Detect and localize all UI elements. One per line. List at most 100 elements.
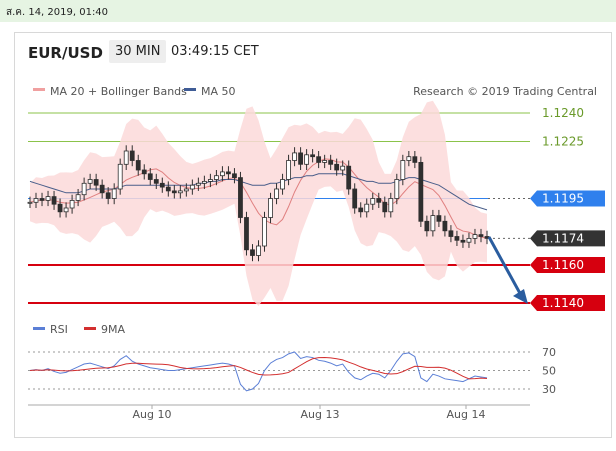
candle-body xyxy=(304,154,310,165)
bollinger-bands xyxy=(29,100,488,307)
candle-body xyxy=(87,179,93,184)
candle-body xyxy=(51,196,57,205)
candle-body xyxy=(268,198,273,218)
candle-body xyxy=(250,249,255,256)
candle-body xyxy=(310,154,316,158)
candle-body xyxy=(358,207,364,213)
level-label-1.1195: 1.1195 xyxy=(542,192,584,206)
forecast-arrow-line xyxy=(487,236,524,298)
candle-body xyxy=(135,160,141,171)
candle-body xyxy=(400,160,406,180)
candle-body xyxy=(274,188,279,199)
candle-body xyxy=(238,177,243,218)
candles xyxy=(27,145,490,262)
candle-body xyxy=(232,173,237,179)
rsi-tick-50: 50 xyxy=(542,365,556,378)
candle-body xyxy=(195,182,201,186)
rsi-tick-30: 30 xyxy=(542,383,556,396)
rsi-legend-label: RSI xyxy=(50,323,68,336)
level-label-1.1174: 1.1174 xyxy=(542,231,584,245)
candle-body xyxy=(478,234,484,237)
level-tag-1.1140 xyxy=(530,295,605,311)
candle-body xyxy=(141,169,147,175)
candle-body xyxy=(352,188,358,209)
level-label-1.1240: 1.1240 xyxy=(542,106,584,120)
rsi-legend-swatch xyxy=(33,327,45,330)
candle-body xyxy=(334,163,340,171)
candle-body xyxy=(207,179,213,182)
candle-body xyxy=(226,171,231,175)
level-tag-1.1195 xyxy=(530,190,605,207)
x-tick-label: Aug 13 xyxy=(301,408,340,421)
candle-body xyxy=(376,198,382,203)
candle-body xyxy=(382,201,388,213)
candle-body xyxy=(69,199,75,209)
candle-body xyxy=(340,165,346,171)
candle-body xyxy=(292,152,297,161)
candle-body xyxy=(81,182,87,196)
candle-body xyxy=(45,196,51,201)
ma50-legend-swatch xyxy=(184,88,196,91)
candle-body xyxy=(111,188,117,199)
candle-body xyxy=(189,184,195,190)
candle-body xyxy=(171,190,177,194)
candle-body xyxy=(256,245,261,256)
rsi-ma9-line xyxy=(29,356,488,380)
candle-body xyxy=(93,179,99,186)
candle-body xyxy=(99,184,105,194)
level-label-1.1160: 1.1160 xyxy=(542,258,584,272)
candle-body xyxy=(57,203,63,213)
candle-body xyxy=(39,198,45,201)
candle-body xyxy=(129,150,135,161)
candle-body xyxy=(316,156,322,163)
top-timestamp-bar: ส.ค. 14, 2019, 01:40 xyxy=(0,0,616,22)
candle-body xyxy=(214,175,219,180)
candle-body xyxy=(430,215,436,232)
ma50-line xyxy=(29,173,488,211)
ma9-legend-swatch xyxy=(84,327,96,330)
forecast-arrow-head xyxy=(513,289,528,304)
candle-body xyxy=(364,203,370,213)
candle-body xyxy=(466,237,472,243)
ma20-line xyxy=(29,158,488,239)
x-tick-label: Aug 14 xyxy=(447,408,486,421)
candle-body xyxy=(117,163,123,190)
candle-body xyxy=(448,230,454,237)
candle-body xyxy=(33,198,39,203)
candle-body xyxy=(159,182,165,188)
candle-body xyxy=(123,150,129,165)
candle-body xyxy=(220,171,225,177)
rsi-panel: 70 50 30 xyxy=(28,346,556,396)
level-tag-1.1174 xyxy=(530,230,605,247)
ma9-legend-label: 9MA xyxy=(101,323,125,336)
candle-body xyxy=(244,217,249,251)
candle-body xyxy=(412,156,418,163)
level-labels: 1.1240 1.1225 1.1195 1.1174 1.1160 1.1140 xyxy=(530,106,605,311)
candle-body xyxy=(286,160,291,180)
candle-body xyxy=(201,180,207,184)
candle-body xyxy=(27,201,33,204)
pair-title: EUR/USD xyxy=(28,44,103,62)
candle-body xyxy=(322,160,328,163)
rsi-line xyxy=(29,351,488,392)
candle-body xyxy=(346,165,352,190)
level-label-1.1225: 1.1225 xyxy=(542,135,584,149)
candle-body xyxy=(63,207,69,213)
candle-body xyxy=(370,198,376,205)
candle-body xyxy=(183,188,189,192)
chart-time: 03:49:15 CET xyxy=(171,44,259,59)
candle-body xyxy=(328,160,334,165)
candle-body xyxy=(418,161,424,222)
candle-body xyxy=(153,179,159,184)
candle-body xyxy=(105,192,111,199)
level-tag-1.1160 xyxy=(530,257,605,273)
timeframe-badge[interactable]: 30 MIN xyxy=(109,40,167,63)
candle-body xyxy=(147,173,153,180)
rsi-tick-70: 70 xyxy=(542,346,556,359)
candle-body xyxy=(460,239,466,243)
candle-body xyxy=(424,220,430,232)
candle-body xyxy=(280,179,285,190)
candle-body xyxy=(442,220,448,232)
candle-body xyxy=(165,186,171,192)
ma20-legend-label: MA 20 + Bollinger Bands xyxy=(50,85,187,98)
